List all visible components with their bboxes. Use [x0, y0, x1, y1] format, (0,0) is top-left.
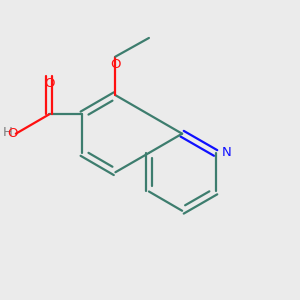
Text: O: O [44, 77, 54, 90]
Text: N: N [222, 146, 232, 160]
Text: H: H [3, 126, 13, 139]
Text: O: O [7, 127, 17, 140]
Text: O: O [110, 58, 121, 71]
